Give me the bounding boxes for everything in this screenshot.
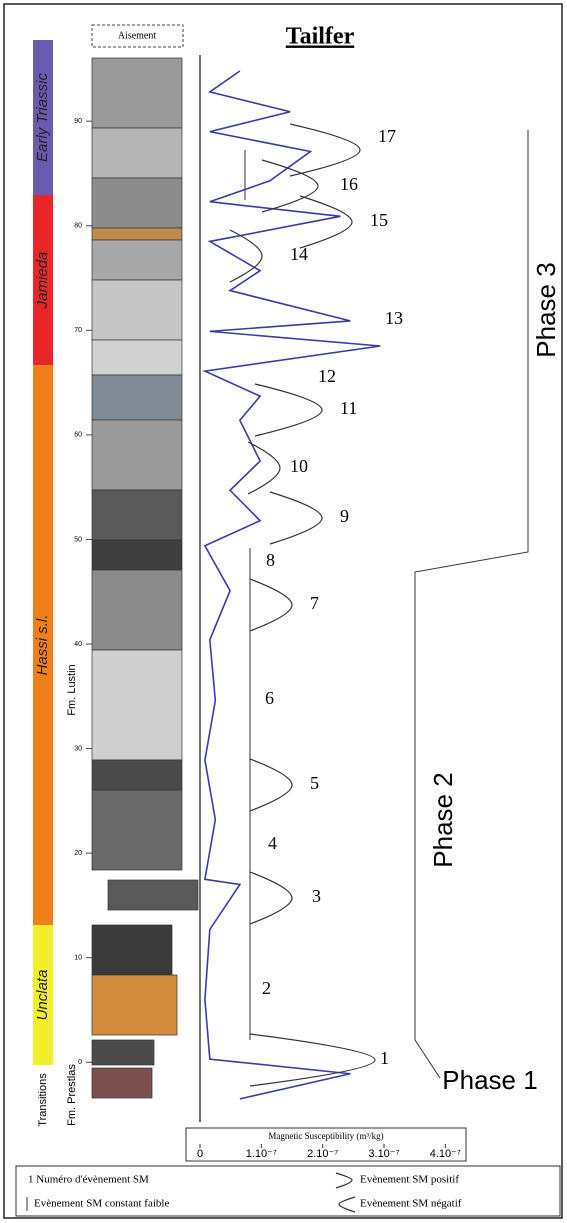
y-tick-label: 0 [78, 1059, 82, 1066]
y-tick-label: 70 [74, 327, 82, 334]
event-bracket [249, 871, 293, 925]
event-bracket [261, 159, 319, 213]
legend-entry: Evènement SM négatif [360, 1198, 462, 1210]
member-label: Fm. Lustin [66, 664, 78, 715]
legend-entry: Evènement SM positif [360, 1174, 459, 1186]
x-tick-label: 0 [197, 1148, 203, 1160]
event-number: 13 [385, 308, 403, 328]
event-number: 15 [370, 210, 388, 230]
chart-title: Tailfer [286, 24, 355, 50]
x-tick-label: 3.10⁻⁷ [368, 1148, 399, 1160]
formation-band [33, 195, 53, 365]
event-bracket [229, 229, 263, 283]
y-tick-label: 80 [74, 223, 82, 230]
y-tick-label: 40 [74, 641, 82, 648]
event-number: 9 [340, 506, 349, 526]
event-bracket [249, 758, 293, 812]
event-number: 14 [290, 244, 308, 264]
legend-entry: 1 Numéro d'évènement SM [28, 1174, 149, 1186]
event-number: 17 [378, 126, 396, 146]
event-bracket [249, 1033, 376, 1087]
event-number: 10 [290, 456, 308, 476]
event-number: 2 [262, 978, 271, 998]
event-number: 8 [266, 550, 275, 570]
legend-icon [338, 1196, 356, 1213]
y-tick-label: 60 [74, 432, 82, 439]
formation-band [33, 40, 53, 195]
event-bracket [299, 195, 353, 249]
outcrop-box [91, 24, 184, 48]
event-number: 1 [380, 1048, 389, 1068]
y-tick-label: 20 [74, 850, 82, 857]
phase-label: Phase 2 [428, 772, 458, 867]
phase-line [414, 130, 529, 1040]
event-bracket [254, 383, 323, 437]
ms-curve [202, 70, 381, 1100]
event-bracket [247, 441, 281, 495]
y-tick-label: 30 [74, 745, 82, 752]
formation-band [33, 925, 53, 1065]
phase-label: Phase 3 [531, 262, 561, 357]
formation-label: Hassi s.l. [34, 615, 51, 676]
event-number: 3 [312, 886, 321, 906]
x-tick-label: 4.10⁻⁷ [430, 1148, 461, 1160]
event-number: 4 [268, 833, 277, 853]
lithology [91, 57, 199, 1099]
y-tick-label: 10 [74, 955, 82, 962]
frame [3, 3, 563, 1219]
formation-label: Unclata [34, 970, 51, 1021]
member-label: Fm. Prestlas [66, 1064, 78, 1126]
event-number: 6 [265, 688, 274, 708]
y-tick-label: 90 [74, 118, 82, 125]
x-axis-box [185, 1127, 467, 1162]
legend-entry: Evènement SM constant faible [34, 1198, 169, 1210]
formation-label: Jamieda [34, 252, 51, 310]
event-bracket [249, 578, 293, 632]
outcrop-label: Aisement [118, 30, 157, 41]
legend-icon [335, 1172, 353, 1189]
event-bracket [289, 123, 361, 177]
formation-label: Early Triassic [34, 73, 51, 162]
member-label: Transitions [37, 1073, 49, 1127]
phase-line [414, 1039, 441, 1079]
event-number: 7 [310, 593, 319, 613]
event-number: 5 [310, 773, 319, 793]
event-number: 11 [340, 398, 357, 418]
y-tick-label: 50 [74, 536, 82, 543]
x-tick-label: 2.10⁻⁷ [307, 1148, 338, 1160]
legend-box [15, 1165, 561, 1217]
formation-band [33, 365, 53, 925]
x-axis-label: Magnetic Susceptibility (m³/kg) [268, 1131, 383, 1141]
event-bracket [269, 491, 323, 545]
x-tick-label: 1.10⁻⁷ [246, 1148, 277, 1160]
event-number: 16 [340, 174, 358, 194]
event-number: 12 [318, 366, 336, 386]
events-lines [244, 150, 251, 1040]
phase-label: Phase 1 [442, 1065, 537, 1095]
